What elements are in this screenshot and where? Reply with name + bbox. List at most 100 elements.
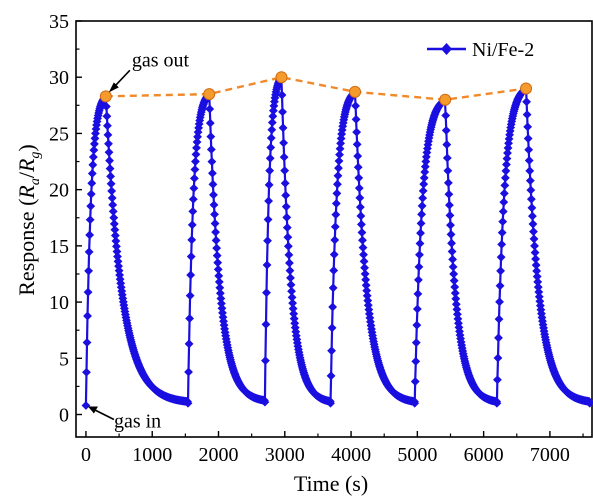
data-point	[525, 176, 535, 186]
data-point	[450, 282, 460, 292]
data-point	[443, 178, 453, 188]
data-point	[585, 398, 593, 408]
data-point	[265, 166, 275, 176]
data-point	[263, 236, 272, 246]
data-point	[444, 189, 454, 199]
data-point	[105, 164, 115, 173]
data-point	[353, 162, 363, 172]
data-point	[109, 219, 119, 229]
data-point	[355, 193, 365, 203]
data-point	[357, 228, 367, 237]
y-tick-label: 0	[59, 405, 69, 427]
data-point	[184, 339, 194, 349]
data-point	[103, 121, 112, 131]
data-point	[84, 247, 94, 257]
y-tick-label: 15	[49, 236, 69, 258]
data-point	[441, 111, 451, 120]
data-point	[497, 228, 507, 237]
data-point	[533, 277, 543, 287]
data-point	[359, 256, 369, 266]
data-point	[287, 286, 296, 296]
data-point	[330, 222, 340, 232]
data-point	[263, 215, 273, 224]
data-point	[332, 189, 342, 198]
data-point	[360, 263, 369, 273]
data-point	[523, 134, 533, 143]
data-point	[495, 281, 505, 291]
data-point	[109, 213, 119, 223]
legend: Ni/Fe-2	[427, 39, 534, 61]
data-point	[87, 178, 97, 188]
data-point	[206, 145, 216, 154]
data-point	[185, 291, 195, 301]
data-point	[219, 316, 228, 326]
data-point	[187, 220, 197, 230]
data-point	[447, 238, 456, 248]
data-point	[527, 203, 537, 213]
data-point	[497, 240, 507, 249]
data-point	[334, 163, 343, 173]
data-point	[286, 280, 296, 290]
data-point	[421, 157, 431, 166]
data-point	[446, 220, 455, 230]
data-point	[522, 97, 531, 107]
data-point	[335, 144, 345, 154]
data-point	[531, 254, 540, 264]
peak-marker	[203, 88, 216, 101]
data-point	[355, 202, 365, 212]
data-point	[530, 248, 540, 257]
data-point	[192, 143, 201, 153]
data-point	[448, 262, 458, 272]
data-point	[88, 160, 98, 170]
data-point	[188, 194, 198, 204]
data-point	[207, 157, 217, 167]
data-point	[205, 104, 215, 114]
data-point	[412, 304, 422, 314]
data-point	[288, 304, 298, 314]
data-point	[357, 220, 366, 229]
y-tick-label: 30	[49, 67, 69, 89]
data-point	[414, 275, 423, 285]
data-point	[106, 171, 115, 181]
data-point	[420, 167, 430, 177]
data-point	[499, 188, 509, 198]
data-point	[208, 168, 217, 178]
peak-trend	[99, 71, 533, 106]
data-point	[445, 211, 455, 220]
data-point	[499, 197, 509, 207]
data-point	[328, 302, 338, 312]
x-tick-label: 7000	[530, 444, 570, 466]
data-point	[419, 173, 429, 183]
data-point	[525, 166, 535, 176]
annotation-gas-in: gas in	[114, 411, 161, 433]
data-point	[85, 230, 95, 240]
data-point	[84, 266, 93, 276]
data-point	[494, 314, 504, 324]
data-point	[530, 241, 539, 251]
data-point	[420, 162, 430, 171]
data-point	[265, 153, 275, 163]
data-point	[329, 250, 339, 259]
data-point	[191, 149, 201, 159]
y-tick-label: 25	[49, 123, 69, 145]
data-point	[358, 243, 368, 252]
data-point	[284, 250, 294, 260]
data-point	[496, 252, 506, 262]
data-point	[532, 272, 542, 281]
data-point	[450, 288, 460, 298]
annotation-gas-in-arrowhead	[87, 406, 98, 414]
data-point	[443, 166, 453, 176]
data-point	[451, 294, 461, 304]
data-point	[191, 157, 200, 166]
data-point	[190, 165, 200, 174]
data-point	[447, 247, 457, 256]
data-point	[90, 139, 99, 149]
peak-trend-line	[105, 75, 527, 101]
y-tick-label: 20	[49, 180, 69, 202]
data-point	[261, 356, 270, 366]
data-point	[523, 122, 533, 132]
peak-marker	[275, 71, 288, 84]
data-point	[267, 125, 277, 135]
data-point	[193, 132, 202, 142]
data-point	[266, 143, 276, 152]
